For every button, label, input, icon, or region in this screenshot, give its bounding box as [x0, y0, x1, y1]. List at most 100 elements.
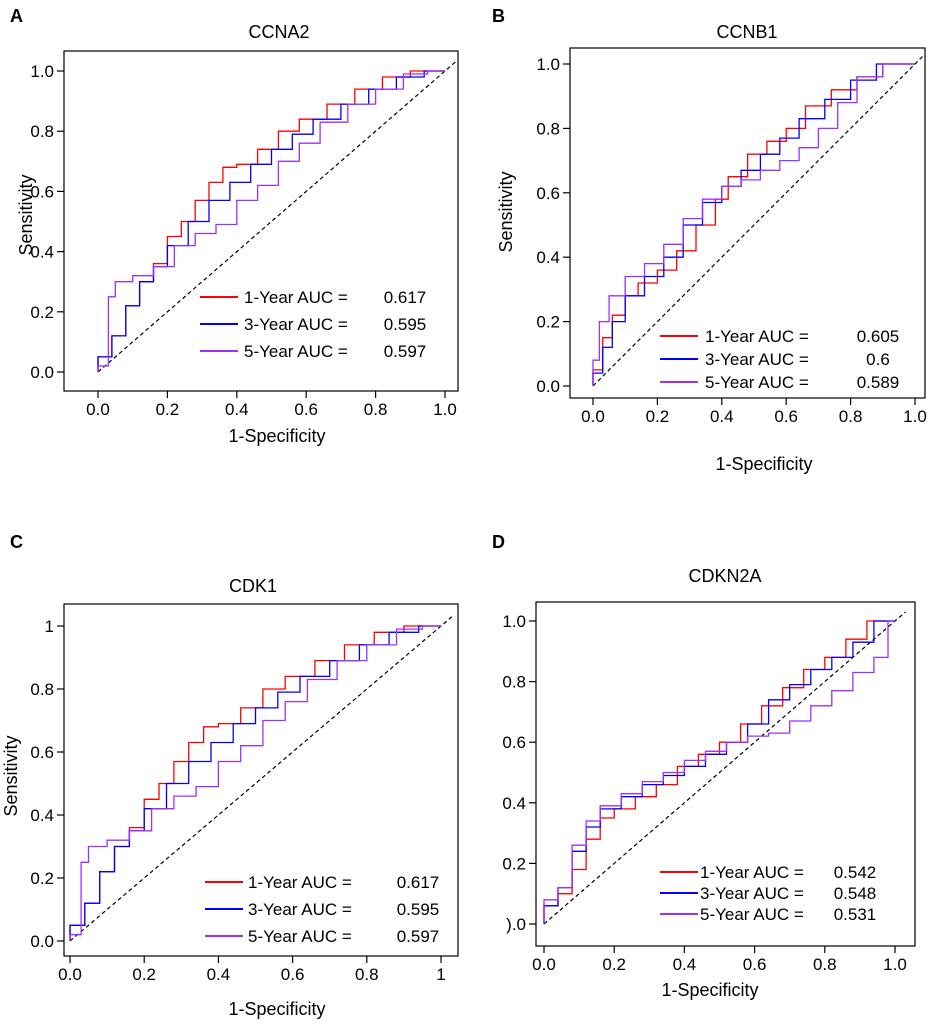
legend-auc-value: 0.6 [866, 350, 890, 369]
x-tick-label: 0.0 [86, 400, 110, 419]
y-tick-label: 0.2 [536, 313, 560, 332]
legend-auc-value: 0.617 [384, 288, 427, 307]
roc-curve-3-year [69, 625, 441, 941]
y-tick-label: 0.8 [536, 119, 560, 138]
legend-auc-value: 0.617 [397, 873, 440, 892]
legend-label: 3-Year AUC = [700, 884, 804, 903]
x-tick-label: 0.0 [58, 965, 82, 984]
y-tick-label: 0.6 [502, 733, 526, 752]
legend-label: 3-Year AUC = [244, 315, 348, 334]
legend-auc-value: 0.597 [384, 342, 427, 361]
x-axis-label: 1-Specificity [228, 426, 325, 446]
reference-diagonal [69, 616, 453, 942]
x-tick-label: 0.2 [602, 955, 626, 974]
roc-curve-5-year [69, 625, 441, 941]
legend-auc-value: 0.531 [834, 905, 877, 924]
x-tick-label: 0.2 [646, 407, 670, 426]
y-tick-label: 0.4 [502, 794, 526, 813]
y-tick-label: 0.8 [30, 122, 54, 141]
x-tick-label: 0.4 [673, 955, 697, 974]
y-tick-label: 0.4 [30, 806, 54, 825]
x-tick-label: 0.8 [839, 407, 863, 426]
y-tick-label: 0.8 [30, 680, 54, 699]
x-tick-label: 0.6 [294, 400, 318, 419]
legend-auc-value: 0.595 [397, 900, 440, 919]
chart-title: CCNB1 [716, 22, 777, 42]
legend-label: 5-Year AUC = [700, 905, 804, 924]
y-tick-label: 1.0 [502, 612, 526, 631]
reference-diagonal [97, 61, 456, 373]
y-tick-label: 0.6 [30, 182, 54, 201]
plot-frame [535, 601, 916, 947]
y-axis-label: Sensitivity [1, 735, 21, 816]
panel-D: D CDKN2A 0.0 0.2 0.4 0.6 0.8 1.0).0 0.2 0.4 0.6 0.8… [492, 532, 916, 1000]
y-tick-label: 0.2 [30, 303, 54, 322]
roc-curve-3-year [97, 70, 445, 372]
legend-auc-value: 0.542 [834, 863, 877, 882]
plot-frame [569, 47, 926, 399]
y-tick-label: 0.6 [536, 184, 560, 203]
y-axis-label: Sensitivity [496, 171, 516, 252]
x-tick-label: 0.2 [156, 400, 180, 419]
panel-letter: B [492, 6, 505, 26]
plot-frame [63, 50, 459, 392]
y-tick-label: 0.0 [30, 363, 54, 382]
legend-label: 5-Year AUC = [705, 373, 809, 392]
y-tick-label: 0.0 [536, 377, 560, 396]
plot-frame [63, 603, 459, 957]
y-tick-label: 0.6 [30, 743, 54, 762]
reference-diagonal [592, 53, 926, 387]
legend-auc-value: 0.548 [834, 884, 877, 903]
x-tick-label: 0.8 [364, 400, 388, 419]
panel-B: B CCNB1 0.0 0.2 0.4 0.6 0.8 1.0 0.0 0.2 0.4 0.6 0.8 1… [492, 6, 927, 474]
legend-label: 1-Year AUC = [705, 327, 809, 346]
roc-curve-5-year [97, 70, 445, 372]
legend-auc-value: 0.597 [397, 927, 440, 946]
x-tick-label: 1 [436, 965, 445, 984]
legend-auc-value: 0.589 [857, 373, 900, 392]
x-tick-label: 0.6 [774, 407, 798, 426]
x-tick-label: 0.8 [355, 965, 379, 984]
legend-label: 1-Year AUC = [248, 873, 352, 892]
y-tick-label: 0.4 [536, 248, 560, 267]
panel-A: A CCNA2 0.0 0.2 0.4 0.6 0.8 1.0 0.0 0.2 0.4 0.6 0.8 1… [10, 6, 459, 446]
panel-letter: C [10, 532, 23, 552]
roc-curve-5-year [592, 63, 915, 386]
y-tick-label: ).0 [506, 915, 526, 934]
chart-title: CDKN2A [688, 566, 761, 586]
x-tick-label: 0.8 [813, 955, 837, 974]
x-tick-label: 0.0 [532, 955, 556, 974]
y-tick-label: 0.2 [30, 869, 54, 888]
y-tick-label: 0.0 [30, 932, 54, 951]
panel-letter: D [492, 532, 505, 552]
panel-C: C CDK1 0.0 0.2 0.4 0.6 0.8 1 0.0 0.2 0.4 0.6 0.8 1 1-S… [1, 532, 459, 1019]
y-tick-label: 0.2 [502, 854, 526, 873]
x-tick-label: 1.0 [903, 407, 927, 426]
y-axis-label: Sensitivity [16, 174, 36, 255]
x-tick-label: 0.4 [207, 965, 231, 984]
y-tick-label: 1.0 [536, 55, 560, 74]
legend-label: 1-Year AUC = [244, 288, 348, 307]
roc-curve-3-year [543, 620, 895, 924]
reference-diagonal [543, 611, 906, 925]
x-tick-label: 0.4 [710, 407, 734, 426]
x-tick-label: 0.2 [132, 965, 156, 984]
x-tick-label: 0.6 [743, 955, 767, 974]
legend-label: 5-Year AUC = [244, 342, 348, 361]
x-tick-label: 1.0 [433, 400, 457, 419]
x-axis-label: 1-Specificity [228, 999, 325, 1019]
legend-auc-value: 0.595 [384, 315, 427, 334]
x-tick-label: 0.4 [225, 400, 249, 419]
roc-curve-3-year [592, 63, 915, 386]
legend-label: 1-Year AUC = [700, 863, 804, 882]
legend-label: 3-Year AUC = [705, 350, 809, 369]
chart-title: CCNA2 [248, 22, 309, 42]
y-tick-label: 1 [45, 617, 54, 636]
x-axis-label: 1-Specificity [661, 980, 758, 1000]
x-tick-label: 1.0 [883, 955, 907, 974]
y-tick-label: 1.0 [30, 62, 54, 81]
panel-letter: A [10, 6, 23, 26]
legend-auc-value: 0.605 [857, 327, 900, 346]
legend-label: 3-Year AUC = [248, 900, 352, 919]
x-tick-label: 0.0 [581, 407, 605, 426]
